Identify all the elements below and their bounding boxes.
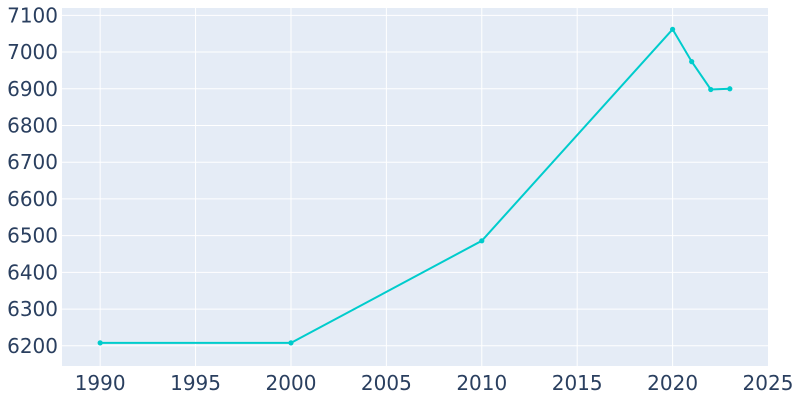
data-point-2000 bbox=[288, 340, 294, 346]
x-tick-label-2025: 2025 bbox=[743, 371, 794, 395]
series-layer bbox=[97, 26, 733, 346]
x-tick-label-2000: 2000 bbox=[266, 371, 317, 395]
plot-area bbox=[62, 8, 768, 366]
y-tick-label-6300: 6300 bbox=[7, 297, 58, 321]
data-point-2023 bbox=[727, 86, 733, 92]
x-tick-label-2010: 2010 bbox=[456, 371, 507, 395]
y-tick-label-6400: 6400 bbox=[7, 260, 58, 284]
y-tick-label-6800: 6800 bbox=[7, 113, 58, 137]
y-tick-label-6700: 6700 bbox=[7, 150, 58, 174]
data-point-2010 bbox=[479, 238, 485, 244]
y-tick-label-6900: 6900 bbox=[7, 77, 58, 101]
x-tick-label-1990: 1990 bbox=[75, 371, 126, 395]
y-axis-tick-labels: 6200 6300 6400 6500 6600 6700 6800 6900 7000 7100 bbox=[7, 3, 58, 357]
data-point-1990 bbox=[97, 340, 103, 346]
data-point-2022 bbox=[708, 86, 714, 93]
x-axis-tick-labels: 1990 1995 2000 2005 2010 2015 2020 2025 bbox=[75, 371, 794, 395]
x-gridlines bbox=[99, 8, 674, 366]
x-tick-label-2020: 2020 bbox=[647, 371, 698, 395]
y-tick-label-7100: 7100 bbox=[7, 3, 58, 27]
x-tick-label-1995: 1995 bbox=[170, 371, 221, 395]
y-tick-label-7000: 7000 bbox=[7, 40, 58, 64]
data-point-2020 bbox=[669, 26, 676, 32]
y-tick-label-6200: 6200 bbox=[7, 334, 58, 358]
y-tick-label-6500: 6500 bbox=[7, 224, 58, 248]
x-tick-label-2005: 2005 bbox=[361, 371, 412, 395]
x-tick-label-2015: 2015 bbox=[552, 371, 603, 395]
y-gridlines bbox=[62, 14, 768, 347]
y-tick-label-6600: 6600 bbox=[7, 187, 58, 211]
data-point-2021 bbox=[689, 59, 695, 65]
